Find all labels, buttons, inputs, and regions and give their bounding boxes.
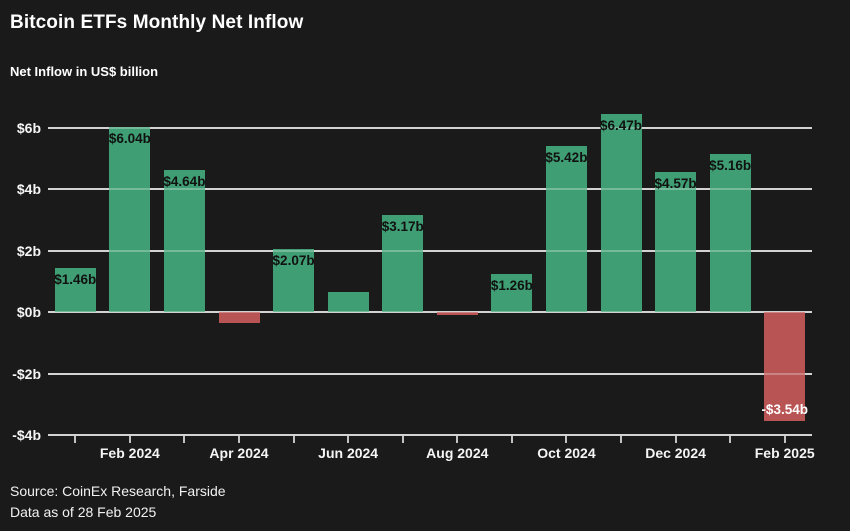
x-tick — [783, 436, 786, 443]
bar-value-label: $6.47b — [599, 117, 643, 133]
gridline-overlay — [48, 311, 812, 314]
x-tick — [238, 436, 240, 443]
x-tick — [620, 436, 622, 443]
x-tick — [729, 436, 732, 443]
x-tick — [401, 436, 404, 443]
gridline-overlay — [48, 126, 812, 129]
x-tick — [456, 436, 459, 443]
gridline — [48, 311, 812, 314]
bar-sep-2024 — [491, 273, 533, 313]
gridline — [48, 434, 812, 437]
gridline — [48, 249, 812, 252]
y-tick-label: $4b — [16, 181, 41, 198]
gridline-overlay — [48, 188, 812, 191]
bar-value-label: $1.46b — [54, 271, 97, 287]
bar-value-label: $2.07b — [272, 252, 315, 268]
y-tick-label: $2b — [16, 242, 41, 259]
x-tick-label: Aug 2024 — [426, 445, 489, 461]
chart-title: Bitcoin ETFs Monthly Net Inflow — [10, 12, 304, 33]
bar-value-label: $6.04b — [108, 130, 151, 146]
bar-aug-2024 — [436, 312, 478, 316]
bar-value-label: $3.17b — [381, 218, 424, 234]
x-tick-label: Feb 2024 — [99, 445, 160, 461]
bar-mar-2024 — [163, 169, 205, 313]
bar-jun-2024 — [327, 292, 369, 313]
bar-jan-2025 — [709, 153, 751, 313]
bar-value-label: -$3.54b — [761, 402, 808, 418]
x-tick-label: Feb 2025 — [754, 445, 815, 461]
y-tick-label: $6b — [16, 119, 41, 136]
bar-may-2024 — [273, 248, 315, 313]
x-tick — [347, 436, 350, 443]
bar-jan-2024 — [54, 267, 96, 313]
bar-nov-2024 — [600, 113, 642, 313]
bar-value-label: $5.16b — [709, 157, 752, 173]
bar-jul-2024 — [382, 214, 424, 313]
bar-apr-2024 — [218, 312, 260, 324]
x-tick-label: Jun 2024 — [318, 445, 379, 461]
gridline — [48, 188, 812, 191]
bar-feb-2025 — [764, 312, 806, 422]
plot-area: $1.46b $6.04b $4.64b $2.07b $3.17b $1.26b $5.4… — [48, 100, 815, 461]
x-tick — [292, 436, 295, 443]
x-tick-label: Dec 2024 — [645, 445, 706, 461]
y-tick-label: -$2b — [12, 365, 41, 382]
x-tick-label: Oct 2024 — [537, 445, 596, 461]
gridline-overlay — [48, 249, 812, 252]
gridline-overlay — [48, 434, 812, 437]
bar-value-label: $4.64b — [163, 173, 206, 189]
asof-line: Data as of 28 Feb 2025 — [10, 504, 157, 520]
x-tick — [674, 436, 677, 443]
bar-dec-2024 — [655, 171, 697, 313]
bar-value-label: $5.42b — [545, 149, 588, 165]
bar-feb-2024 — [109, 126, 151, 313]
x-tick — [74, 436, 77, 443]
x-tick — [183, 436, 186, 443]
bar-oct-2024 — [545, 145, 587, 313]
chart-footer: Source: CoinEx Research, Farside Data as… — [10, 481, 226, 523]
x-tick-label: Apr 2024 — [209, 445, 269, 461]
x-tick — [510, 436, 513, 443]
gridline — [48, 126, 812, 129]
chart-subtitle: Net Inflow in US$ billion — [10, 64, 159, 79]
bar-value-label: $4.57b — [654, 175, 697, 191]
gridline — [48, 372, 812, 375]
y-tick-label: -$4b — [12, 427, 41, 444]
bar-value-label: $1.26b — [490, 277, 533, 293]
y-axis: $6b $4b $2b $0b -$2b -$4b — [0, 100, 41, 443]
gridline-overlay — [48, 372, 812, 375]
y-tick-label: $0b — [16, 304, 41, 321]
source-line: Source: CoinEx Research, Farside — [10, 483, 226, 499]
x-tick — [128, 436, 131, 443]
x-tick — [565, 436, 568, 443]
